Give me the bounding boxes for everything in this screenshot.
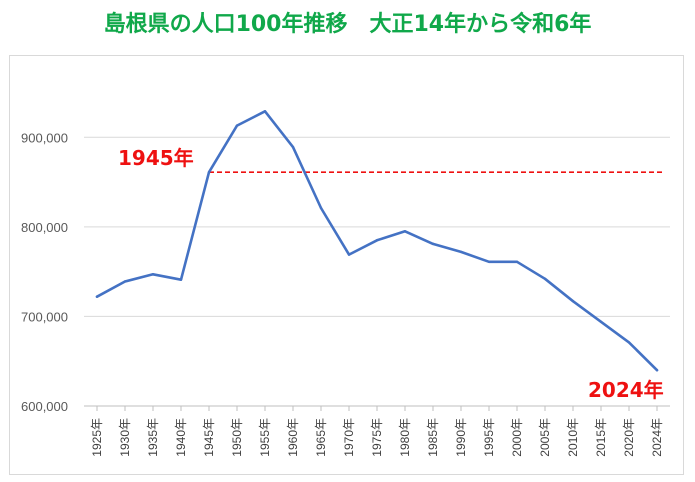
gridlines	[84, 136, 670, 407]
data-point	[655, 368, 659, 372]
data-point	[599, 320, 603, 323]
annotation-2024: 2024年	[588, 378, 664, 402]
data-point	[431, 242, 435, 246]
data-point	[263, 110, 267, 113]
x-tick-label: 1925年	[90, 418, 104, 457]
data-point	[487, 260, 491, 263]
data-point	[123, 280, 127, 283]
x-tick-label: 1980年	[398, 418, 412, 457]
chart-area	[9, 55, 684, 475]
x-tick-label: 1935年	[146, 418, 160, 457]
x-tick-label: 1995年	[482, 418, 496, 457]
data-point	[515, 260, 519, 263]
data-point	[543, 277, 547, 280]
x-tick-label: 1985年	[426, 418, 440, 457]
data-point	[151, 273, 155, 276]
data-points	[95, 110, 659, 372]
x-tick-label: 1990年	[454, 418, 468, 457]
x-tick-label: 1945年	[202, 418, 216, 457]
data-point	[403, 230, 407, 233]
x-tick-label: 1950年	[230, 418, 244, 457]
y-tick-label: 600,000	[21, 399, 68, 414]
data-point	[459, 250, 463, 254]
data-point	[207, 171, 211, 174]
data-point	[375, 239, 379, 242]
data-point	[95, 295, 99, 298]
y-axis: 600,000 700,000 800,000 900,000	[21, 130, 68, 414]
x-tick-label: 2010年	[566, 418, 580, 457]
data-point	[319, 206, 323, 210]
x-tick-label: 1965年	[314, 418, 328, 457]
x-tick-label: 1975年	[370, 418, 384, 457]
x-tick-label: 1930年	[118, 418, 132, 457]
data-point	[291, 145, 295, 149]
x-tick-label: 2005年	[538, 418, 552, 457]
x-tick-label: 1960年	[286, 418, 300, 457]
data-point	[235, 124, 239, 127]
x-tick-label: 1970年	[342, 418, 356, 457]
x-tick-label: 2015年	[594, 418, 608, 457]
data-point	[627, 341, 631, 344]
y-tick-label: 900,000	[21, 130, 68, 145]
x-tick-label: 2000年	[510, 418, 524, 457]
x-axis: 1925年 1930年 1935年 1940年 1945年 1950年 1955年 1960年…	[90, 406, 664, 457]
y-tick-label: 800,000	[21, 220, 68, 235]
x-tick-label: 1940年	[174, 418, 188, 457]
x-tick-label: 1955年	[258, 418, 272, 457]
data-point	[347, 253, 351, 256]
data-point	[571, 299, 575, 303]
data-point	[179, 278, 183, 281]
y-tick-label: 700,000	[21, 309, 68, 324]
chart-title: 島根県の人口100年推移 大正14年から令和6年	[103, 12, 592, 37]
x-tick-label: 2024年	[650, 418, 664, 457]
annotation-1945: 1945年	[118, 146, 194, 170]
x-tick-label: 2020年	[622, 418, 636, 457]
